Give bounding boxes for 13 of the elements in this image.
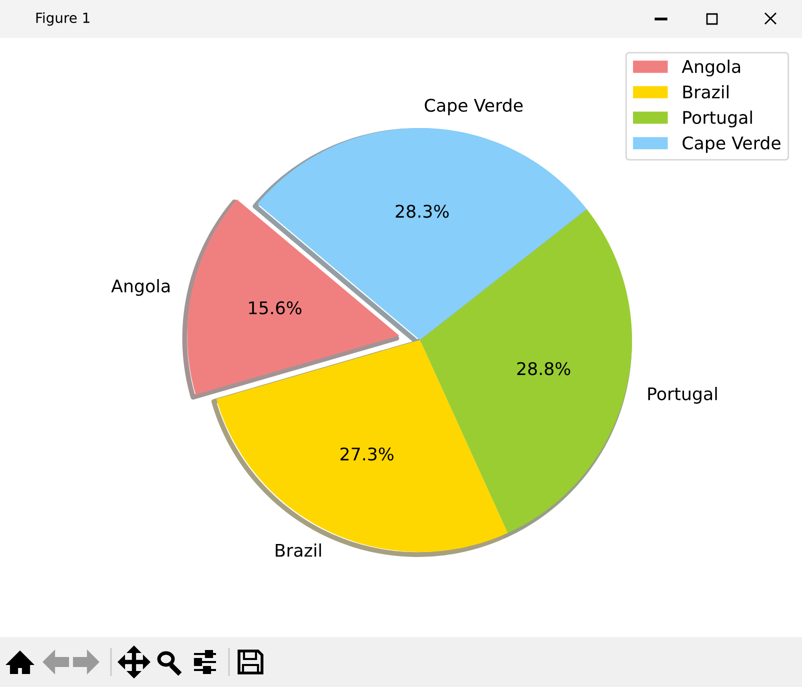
data-label: 28.8% — [517, 362, 570, 376]
slice-label: Brazil — [276, 543, 321, 557]
data-label: 15.6% — [249, 301, 302, 314]
slice-label: Angola — [111, 279, 170, 296]
data-label: 27.3% — [340, 447, 394, 461]
data-label: 28.3% — [396, 204, 449, 218]
legend-label: Cape Verde — [682, 136, 780, 153]
caption: Figure 1 — [36, 12, 90, 26]
legend-label: Angola — [682, 60, 740, 76]
slice-label: Portugal — [648, 386, 717, 404]
slice-label: Cape Verde — [424, 98, 523, 116]
legend-label: Portugal — [683, 110, 752, 128]
legend-label: Brazil — [683, 85, 728, 99]
